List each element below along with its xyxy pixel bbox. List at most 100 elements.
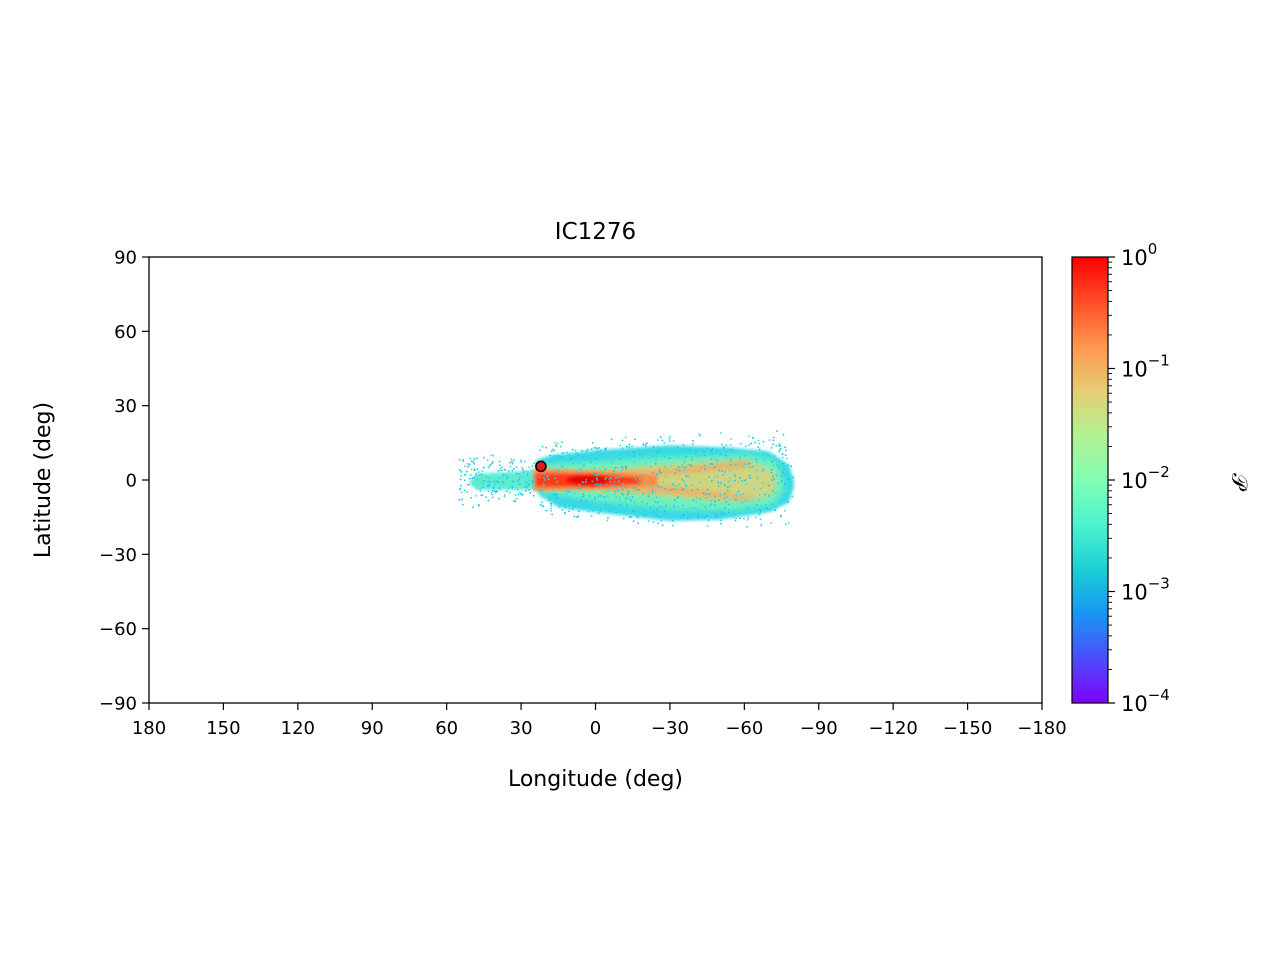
stream-particle xyxy=(713,457,716,460)
stream-particle xyxy=(627,492,630,495)
stream-particle xyxy=(618,499,621,502)
stream-particle xyxy=(551,493,553,495)
stream-particle xyxy=(622,482,624,485)
stream-particle xyxy=(576,516,578,519)
stream-particle xyxy=(689,517,691,519)
stream-particle xyxy=(518,478,521,481)
colorbar-tick-label: 100 xyxy=(1121,240,1157,270)
stream-particle xyxy=(518,476,521,479)
stream-particle xyxy=(681,464,684,467)
stream-particle xyxy=(593,473,596,476)
stream-particle xyxy=(631,496,634,499)
stream-particle xyxy=(676,496,679,499)
stream-particle xyxy=(541,445,544,448)
progenitor-marker xyxy=(535,460,547,473)
stream-particle xyxy=(784,483,786,485)
stream-particle xyxy=(641,474,644,476)
stream-particle xyxy=(513,499,515,502)
stream-particle xyxy=(593,446,596,449)
stream-particle xyxy=(734,513,736,516)
stream-particle xyxy=(697,513,699,516)
stream-particle xyxy=(486,459,489,461)
stream-particle xyxy=(607,507,609,510)
stream-particle xyxy=(617,476,620,479)
stream-particle xyxy=(495,491,497,494)
stream-particle xyxy=(605,454,608,457)
stream-particle xyxy=(608,451,610,454)
stream-particle xyxy=(718,499,720,501)
stream-particle xyxy=(493,490,496,492)
stream-particle xyxy=(488,484,490,487)
stream-particle xyxy=(627,445,630,448)
stream-particle xyxy=(541,501,543,504)
stream-particle xyxy=(554,441,557,444)
stream-particle xyxy=(620,486,623,488)
stream-particle xyxy=(596,477,598,480)
stream-particle xyxy=(464,465,466,468)
stream-particle xyxy=(682,447,685,450)
stream-particle xyxy=(710,500,713,502)
stream-particle xyxy=(660,519,663,522)
stream-particle xyxy=(653,448,656,451)
stream-particle xyxy=(460,471,463,473)
stream-particle xyxy=(744,463,747,466)
stream-particle xyxy=(724,512,726,515)
stream-particle xyxy=(690,465,693,468)
stream-particle xyxy=(662,481,665,483)
stream-particle xyxy=(784,509,786,512)
stream-particle xyxy=(556,481,558,483)
stream-particle xyxy=(709,449,711,451)
stream-particle xyxy=(481,484,484,486)
stream-particle xyxy=(579,468,582,471)
stream-particle xyxy=(656,485,659,487)
y-tick-label: −60 xyxy=(99,619,137,640)
stream-particle xyxy=(539,503,542,506)
stream-particle xyxy=(467,465,469,468)
stream-particle xyxy=(757,439,760,442)
stream-particle xyxy=(575,455,578,458)
stream-particle xyxy=(585,500,588,503)
stream-particle xyxy=(517,493,520,496)
stream-particle xyxy=(591,509,594,512)
stream-particle xyxy=(479,487,481,490)
stream-particle xyxy=(620,470,622,472)
stream-particle xyxy=(668,438,671,440)
stream-particle xyxy=(481,494,484,496)
stream-particle xyxy=(549,496,552,498)
stream-particle xyxy=(685,475,688,478)
stream-particle xyxy=(790,465,792,468)
stream-particle xyxy=(747,516,749,519)
stream-particle xyxy=(552,494,555,497)
stream-particle xyxy=(612,473,615,476)
stream-particle xyxy=(616,467,619,469)
stream-particle xyxy=(673,499,676,501)
stream-particle xyxy=(717,485,720,487)
stream-particle xyxy=(672,504,675,507)
stream-particle xyxy=(615,511,618,514)
stream-particle xyxy=(716,475,719,477)
stream-particle xyxy=(775,506,777,509)
stream-particle xyxy=(605,508,608,510)
stream-particle xyxy=(584,470,587,472)
stream-particle xyxy=(481,481,483,484)
stream-particle xyxy=(493,480,495,482)
stream-particle xyxy=(500,469,503,472)
stream-particle xyxy=(476,457,478,460)
y-axis-title: Latitude (deg) xyxy=(31,402,56,558)
stream-particle xyxy=(488,464,491,467)
stream-particle xyxy=(779,447,782,450)
stream-particle xyxy=(642,492,645,495)
stream-particle xyxy=(588,495,591,497)
stream-particle xyxy=(725,501,728,503)
stream-particle xyxy=(665,512,668,515)
stream-particle xyxy=(507,487,510,490)
stream-particle xyxy=(638,478,641,480)
stream-particle xyxy=(792,476,795,479)
stream-particle xyxy=(770,508,772,511)
stream-particle xyxy=(713,504,716,507)
stream-particle xyxy=(744,500,747,503)
colorbar-tick-label: 10−3 xyxy=(1121,575,1170,605)
stream-particle xyxy=(462,459,465,461)
stream-particle xyxy=(633,461,636,464)
stream-particle xyxy=(751,437,754,440)
